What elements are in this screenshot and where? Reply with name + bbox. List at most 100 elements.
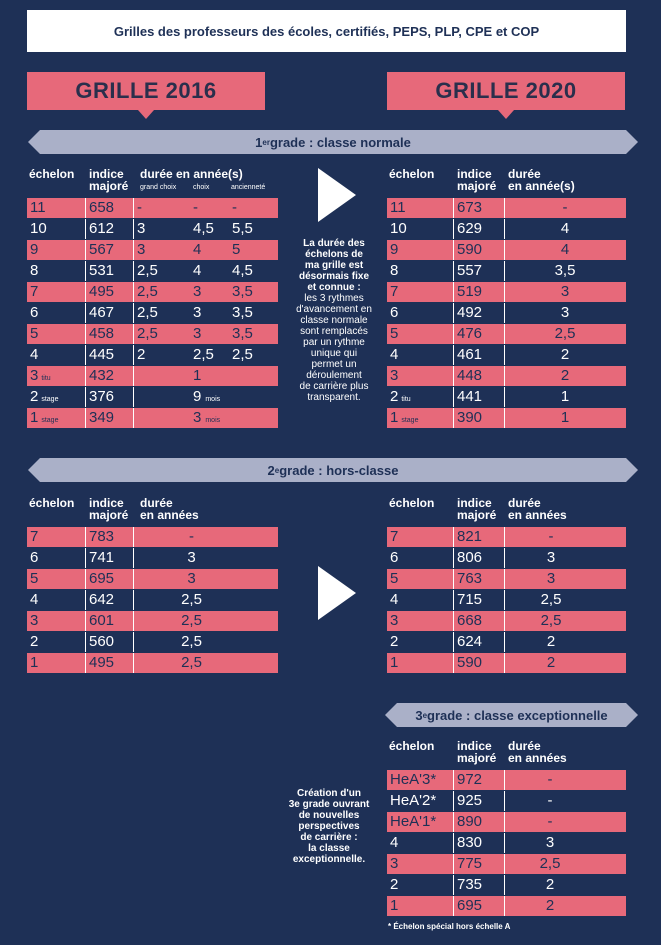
cell-indice: 612 bbox=[89, 220, 115, 237]
note-line: et connue : bbox=[307, 282, 361, 293]
echelon-value: 11 bbox=[390, 199, 406, 216]
column-divider bbox=[85, 261, 86, 281]
note-line: perspectives bbox=[298, 821, 360, 832]
column-divider bbox=[133, 219, 134, 239]
column-divider bbox=[133, 548, 134, 568]
echelon-value: 2 bbox=[390, 388, 399, 405]
column-divider bbox=[85, 282, 86, 302]
cell-duree: 2 bbox=[560, 367, 570, 384]
cell-choix: 3 bbox=[193, 282, 201, 302]
cell-duree: - bbox=[547, 771, 553, 788]
cell-echelon: 7 bbox=[390, 282, 398, 302]
g1-header-anciennete: ancienneté bbox=[231, 184, 266, 191]
cell-indice: 741 bbox=[89, 549, 115, 566]
echelon-value: 5 bbox=[390, 325, 399, 342]
cell-indice: 458 bbox=[89, 325, 115, 342]
cell-echelon: 4 bbox=[390, 591, 399, 608]
cell-anciennete: 3,5 bbox=[232, 325, 253, 342]
cell-indice: 432 bbox=[89, 367, 115, 384]
g1-note: La durée des échelons de ma grille est déso… bbox=[284, 238, 384, 403]
column-divider bbox=[453, 569, 454, 589]
cell-choix: 1 bbox=[193, 366, 201, 386]
echelon-sub: stage bbox=[41, 417, 59, 424]
note-line: Création d'un bbox=[296, 788, 362, 799]
echelon-value: 10 bbox=[390, 220, 407, 237]
echelon-value: 3 bbox=[390, 367, 399, 384]
cell-echelon: 1 bbox=[390, 897, 399, 914]
column-divider bbox=[133, 527, 134, 547]
cell-indice: 349 bbox=[89, 409, 115, 426]
column-divider bbox=[504, 527, 505, 547]
choix-sub: mois bbox=[205, 417, 221, 424]
cell-duree: 2 bbox=[546, 654, 556, 671]
cell-duree: 3 bbox=[187, 570, 196, 587]
cell-indice: 972 bbox=[457, 771, 483, 788]
note-line: échelons de bbox=[305, 249, 363, 260]
table-row: 11 673 - bbox=[387, 198, 626, 218]
cell-indice: 390 bbox=[457, 409, 483, 426]
cell-duree: 2,5 bbox=[554, 325, 576, 342]
echelon-sub: stage bbox=[401, 417, 419, 424]
note-line: classe normale bbox=[300, 315, 368, 326]
cell-echelon: 8 bbox=[390, 261, 398, 281]
table-row: 7 821 - bbox=[387, 527, 626, 547]
grille-2016-label: GRILLE 2016 bbox=[27, 72, 265, 119]
column-divider bbox=[133, 653, 134, 673]
cell-indice: 476 bbox=[457, 325, 483, 342]
column-divider bbox=[504, 896, 505, 916]
cell-indice: 695 bbox=[457, 897, 483, 914]
cell-choix: 2,5 bbox=[193, 345, 214, 365]
cell-indice: 495 bbox=[89, 283, 115, 300]
cell-echelon: 2 stage bbox=[30, 387, 58, 407]
cell-indice: 445 bbox=[89, 346, 115, 363]
table-row: 10 612 3 4,5 5,5 bbox=[27, 219, 278, 239]
cell-duree: 2 bbox=[546, 633, 556, 650]
cell-indice: 590 bbox=[457, 654, 483, 671]
column-divider bbox=[453, 590, 454, 610]
table-row: 7 783 - bbox=[27, 527, 278, 547]
table-row: 1 stage 349 3 mois bbox=[27, 408, 278, 428]
cell-indice: 695 bbox=[89, 570, 115, 587]
cell-echelon: 8 bbox=[30, 261, 38, 281]
cell-duree: 3,5 bbox=[554, 262, 576, 279]
table-row: 8 531 2,5 4 4,5 bbox=[27, 261, 278, 281]
cell-indice: 806 bbox=[457, 549, 483, 566]
cell-anciennete: 3,5 bbox=[232, 283, 253, 300]
cell-indice: 830 bbox=[457, 834, 483, 851]
cell-indice: 658 bbox=[89, 199, 115, 216]
cell-choix: 9 mois bbox=[193, 387, 220, 407]
cell-echelon: 11 bbox=[390, 198, 406, 218]
column-divider bbox=[453, 791, 454, 811]
column-divider bbox=[504, 611, 505, 631]
cell-indice: 590 bbox=[457, 241, 483, 258]
cell-echelon: 4 bbox=[30, 591, 39, 608]
echelon-value: 8 bbox=[390, 262, 399, 279]
g3-header-duree: durée en années bbox=[508, 739, 567, 765]
table-row: 10 629 4 bbox=[387, 219, 626, 239]
cell-indice: 783 bbox=[89, 528, 115, 545]
cell-indice: 519 bbox=[457, 283, 483, 300]
echelon-value: 4 bbox=[30, 346, 39, 363]
column-divider bbox=[85, 569, 86, 589]
column-divider bbox=[453, 345, 454, 365]
column-divider bbox=[133, 198, 134, 218]
note-line: désormais fixe bbox=[298, 271, 370, 282]
column-divider bbox=[85, 408, 86, 428]
cell-indice: 821 bbox=[457, 528, 483, 545]
cell-indice: 763 bbox=[457, 570, 483, 587]
cell-duree: 3 bbox=[546, 570, 556, 587]
column-divider bbox=[504, 303, 505, 323]
column-divider bbox=[133, 345, 134, 365]
g2-right-header-echelon: échelon bbox=[389, 496, 435, 510]
column-divider bbox=[85, 653, 86, 673]
cell-duree: - bbox=[189, 528, 194, 545]
note-line: La durée des bbox=[303, 238, 365, 249]
echelon-value: 8 bbox=[30, 262, 39, 279]
column-divider bbox=[453, 548, 454, 568]
cell-echelon: 3 bbox=[390, 612, 399, 629]
echelon-value: 6 bbox=[390, 304, 399, 321]
cell-echelon: 4 bbox=[30, 345, 38, 365]
cell-grand-choix: 2,5 bbox=[137, 283, 158, 300]
column-divider bbox=[504, 219, 505, 239]
cell-duree: 2,5 bbox=[181, 633, 202, 650]
